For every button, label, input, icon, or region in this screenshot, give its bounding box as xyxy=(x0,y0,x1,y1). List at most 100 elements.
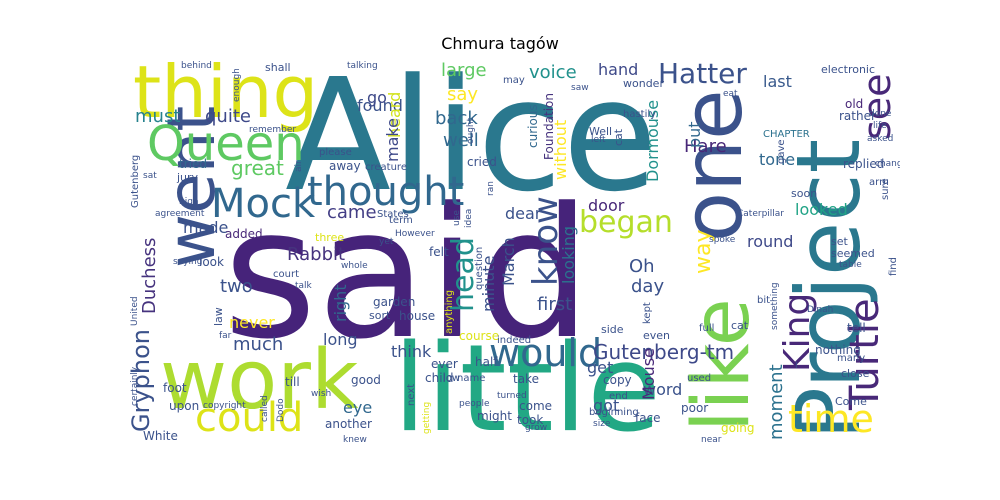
word: court xyxy=(273,269,299,280)
word: hand xyxy=(598,60,639,79)
word: good xyxy=(351,373,381,387)
word: side xyxy=(601,323,624,336)
word: Oh xyxy=(629,256,655,277)
word: White xyxy=(143,429,178,443)
word: beginning xyxy=(589,407,639,418)
word: end xyxy=(609,391,628,402)
word: felt xyxy=(429,245,449,259)
word: child xyxy=(425,371,454,385)
word: whole xyxy=(341,261,368,271)
word: make xyxy=(383,118,402,162)
word: first xyxy=(537,294,573,315)
word: yet xyxy=(379,237,394,247)
word: moment xyxy=(766,364,787,440)
word: people xyxy=(459,399,490,409)
word: Mock xyxy=(211,181,316,227)
word: done xyxy=(869,109,892,119)
word: left xyxy=(591,135,606,145)
word: change xyxy=(875,159,900,169)
word: States xyxy=(377,209,409,220)
word: bit xyxy=(757,295,771,306)
word: even xyxy=(643,329,671,342)
word: added xyxy=(225,227,263,241)
word: quite xyxy=(205,106,251,127)
word: CHAPTER xyxy=(763,129,810,140)
word: Rabbit xyxy=(287,244,346,265)
word: hastily xyxy=(623,109,657,120)
word: face xyxy=(635,411,661,425)
word: I xyxy=(795,361,798,371)
word: full xyxy=(699,323,715,334)
word: spoke xyxy=(709,235,736,245)
word: talk xyxy=(295,281,312,291)
word: Gutenberg xyxy=(130,154,141,208)
word: think xyxy=(391,342,432,361)
word: Foundation xyxy=(542,93,556,160)
word: something xyxy=(770,282,780,330)
word: law xyxy=(212,307,225,326)
word: look xyxy=(199,255,224,269)
word: one xyxy=(666,89,761,242)
word: grow xyxy=(525,423,548,433)
word: agreement xyxy=(155,209,205,219)
word: kept xyxy=(642,302,653,324)
word: Come xyxy=(835,395,867,408)
word: nothing xyxy=(815,343,861,357)
word: found xyxy=(357,96,403,115)
word: close xyxy=(841,367,870,380)
word: work xyxy=(160,333,359,428)
word: soon xyxy=(791,187,818,200)
word: looking xyxy=(559,225,578,284)
word: course xyxy=(459,329,500,343)
word: electronic xyxy=(821,63,876,76)
word: said xyxy=(223,170,592,379)
word: must xyxy=(135,106,181,127)
word: Queen xyxy=(147,116,305,172)
word: sure xyxy=(880,178,891,200)
word: much xyxy=(233,334,284,355)
word: away xyxy=(329,159,361,173)
word: copyright xyxy=(203,401,246,411)
word: called xyxy=(260,395,270,422)
word: term xyxy=(389,215,413,226)
word: may xyxy=(503,75,525,86)
word: Hatter xyxy=(658,60,747,90)
word: ran xyxy=(486,181,496,196)
word: upon xyxy=(169,399,200,413)
word: thing xyxy=(133,60,319,134)
word: cried xyxy=(467,155,497,169)
word: ought xyxy=(466,117,476,144)
cloud-title: Chmura tagów xyxy=(441,34,559,53)
word: voice xyxy=(529,62,577,83)
word: never xyxy=(229,313,275,332)
word: Duchess xyxy=(139,237,160,314)
word: high xyxy=(179,197,199,207)
word: next xyxy=(406,383,417,406)
word: knew xyxy=(343,435,367,445)
word: door xyxy=(588,196,625,215)
word: copy xyxy=(603,373,632,387)
word: wish xyxy=(311,389,332,399)
word: three xyxy=(315,231,345,244)
word: March xyxy=(499,237,518,286)
word: thought xyxy=(307,169,465,215)
word: day xyxy=(631,276,665,297)
word: sat xyxy=(143,171,157,181)
word: put xyxy=(685,121,704,148)
word: poor xyxy=(681,401,709,415)
word: could xyxy=(195,395,304,441)
word: would xyxy=(489,331,603,375)
word: use xyxy=(452,210,462,226)
word: word xyxy=(643,380,683,399)
word: another xyxy=(325,417,372,431)
word: half xyxy=(475,355,498,369)
word: certainly xyxy=(130,366,140,406)
word: long xyxy=(323,330,358,349)
word: low xyxy=(443,373,461,384)
word: back xyxy=(435,108,478,129)
word: life xyxy=(873,121,887,131)
word: talking xyxy=(347,61,378,71)
word: tell xyxy=(847,321,866,335)
word: foot xyxy=(163,381,187,395)
word: replied xyxy=(843,157,885,171)
